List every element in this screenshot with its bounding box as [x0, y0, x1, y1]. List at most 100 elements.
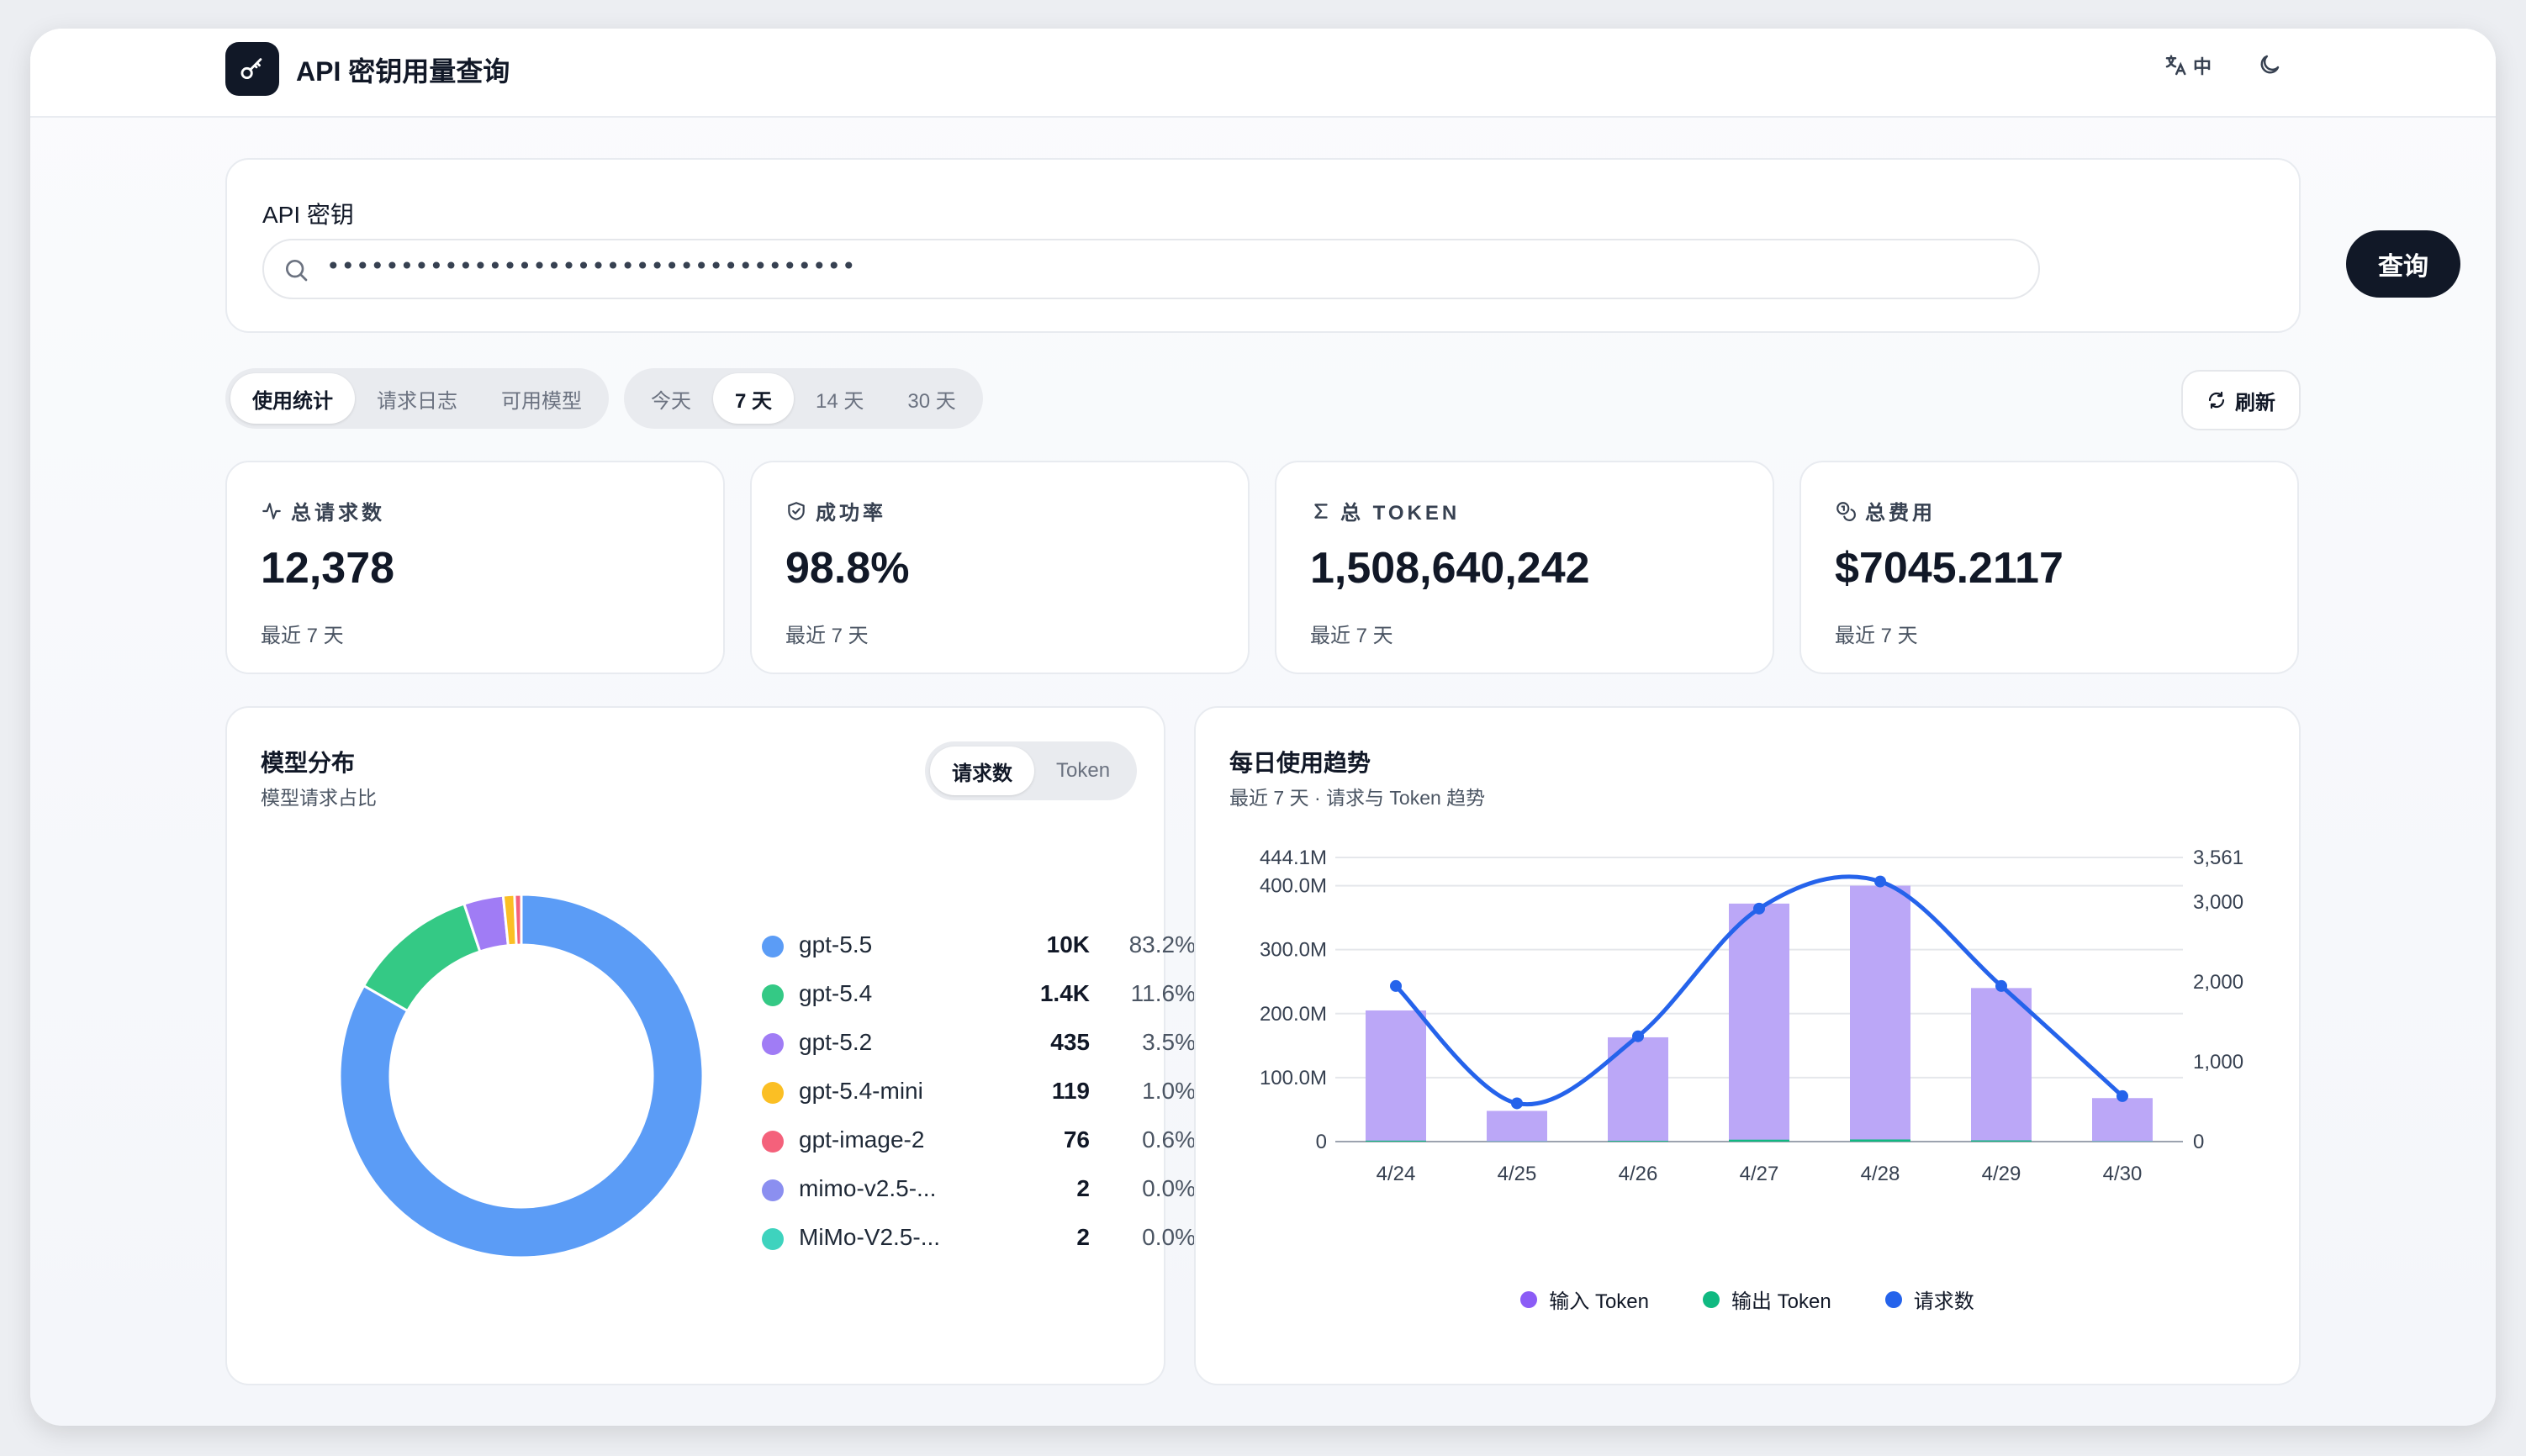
- range-today[interactable]: 今天: [651, 389, 691, 413]
- stat-value: 1,508,640,242: [1310, 544, 1590, 593]
- legend-dot: [1703, 1290, 1720, 1308]
- moon-icon: [2260, 55, 2280, 74]
- stat-subtitle: 最近 7 天: [1310, 625, 1393, 647]
- bar-output-token[interactable]: [1729, 1139, 1789, 1142]
- stat-label: 总费用: [1865, 502, 1936, 525]
- range-7-days[interactable]: 7 天: [713, 373, 795, 424]
- stat-value: 12,378: [261, 544, 395, 593]
- legend-row[interactable]: gpt-5.4 1.4K 11.6%: [762, 977, 1196, 1010]
- model-percent: 0.0%: [1142, 1175, 1196, 1201]
- model-name: gpt-5.4: [799, 980, 873, 1006]
- query-button[interactable]: 查询: [2346, 230, 2460, 298]
- legend-dot: [762, 1179, 784, 1201]
- panel-title: 模型分布: [261, 750, 356, 776]
- legend-row[interactable]: mimo-v2.5-... 2 0.0%: [762, 1172, 1196, 1205]
- stat-label: 成功率: [816, 502, 886, 525]
- bar-input-token[interactable]: [1850, 885, 1910, 1142]
- y-right-tick: 3,000: [2193, 891, 2243, 914]
- activity-icon: [262, 502, 281, 520]
- model-count: 2: [1076, 1175, 1090, 1201]
- toggle-requests[interactable]: 请求数: [930, 746, 1034, 795]
- range-14-days[interactable]: 14 天: [816, 389, 864, 413]
- y-left-tick: 400.0M: [1260, 875, 1327, 898]
- x-tick-label: 4/25: [1498, 1163, 1537, 1185]
- language-switch[interactable]: 中: [2163, 52, 2212, 79]
- legend-item-input-token[interactable]: 输入 Token: [1520, 1285, 1649, 1314]
- donut-slice-1[interactable]: [362, 902, 482, 1013]
- search-icon: [286, 260, 308, 282]
- x-tick-label: 4/28: [1861, 1163, 1900, 1185]
- bar-input-token[interactable]: [1487, 1110, 1547, 1142]
- stat-label: 总 TOKEN: [1340, 502, 1461, 525]
- legend-dot: [762, 1228, 784, 1250]
- range-tabs: 今天 7 天 14 天 30 天: [624, 368, 983, 429]
- tab-usage-stats[interactable]: 使用统计: [230, 373, 355, 424]
- legend-item-output-token[interactable]: 输出 Token: [1703, 1285, 1831, 1314]
- bar-output-token[interactable]: [1971, 1140, 2032, 1142]
- trend-legend: 输入 Token 输出 Token 请求数: [1196, 1285, 2299, 1314]
- model-name: gpt-image-2: [799, 1126, 925, 1153]
- refresh-label: 刷新: [2235, 391, 2275, 414]
- model-donut-chart: [338, 893, 705, 1259]
- metric-toggle: 请求数 Token: [925, 741, 1138, 800]
- legend-row[interactable]: gpt-5.4-mini 119 1.0%: [762, 1074, 1196, 1108]
- shield-check-icon: [788, 501, 805, 520]
- donut-slice-0[interactable]: [338, 893, 705, 1259]
- x-tick-label: 4/26: [1619, 1163, 1658, 1185]
- legend-dot: [1884, 1290, 1902, 1308]
- model-percent: 1.0%: [1142, 1078, 1196, 1104]
- stat-card-total-tokens: 总 TOKEN 1,508,640,242 最近 7 天: [1275, 461, 1774, 674]
- range-30-days[interactable]: 30 天: [907, 389, 956, 413]
- donut-slice-4[interactable]: [513, 893, 523, 947]
- bar-input-token[interactable]: [2092, 1098, 2153, 1142]
- legend-dot: [762, 1131, 784, 1153]
- coins-icon: [1836, 501, 1856, 521]
- api-key-input[interactable]: ••••••••••••••••••••••••••••••••••••: [262, 239, 2040, 299]
- line-point[interactable]: [1511, 1097, 1523, 1110]
- model-count: 119: [1051, 1078, 1090, 1104]
- line-point[interactable]: [1632, 1030, 1644, 1042]
- line-point[interactable]: [1995, 979, 2007, 992]
- tab-request-log[interactable]: 请求日志: [377, 389, 457, 413]
- y-left-tick: 444.1M: [1260, 847, 1327, 869]
- y-right-tick: 2,000: [2193, 971, 2243, 994]
- legend-dot: [1520, 1290, 1538, 1308]
- panel-title: 每日使用趋势: [1229, 750, 1371, 776]
- model-count: 435: [1050, 1029, 1090, 1055]
- y-left-tick: 100.0M: [1260, 1067, 1327, 1089]
- legend-row[interactable]: gpt-image-2 76 0.6%: [762, 1123, 1196, 1157]
- bar-input-token[interactable]: [1729, 903, 1789, 1142]
- legend-item-requests[interactable]: 请求数: [1884, 1285, 1974, 1314]
- bar-output-token[interactable]: [1608, 1141, 1668, 1142]
- line-point[interactable]: [1753, 902, 1765, 915]
- line-point[interactable]: [2116, 1089, 2128, 1102]
- y-left-tick: 200.0M: [1260, 1003, 1327, 1026]
- stat-value: $7045.2117: [1835, 544, 2064, 593]
- bar-output-token[interactable]: [1366, 1140, 1426, 1142]
- top-bar: API 密钥用量查询 中: [30, 29, 2496, 118]
- legend-dot: [762, 1082, 784, 1104]
- x-tick-label: 4/30: [2103, 1163, 2143, 1185]
- x-tick-label: 4/24: [1377, 1163, 1416, 1185]
- line-point[interactable]: [1390, 979, 1402, 992]
- bar-input-token[interactable]: [1366, 1010, 1426, 1142]
- x-tick-label: 4/29: [1982, 1163, 2021, 1185]
- tab-available-models[interactable]: 可用模型: [501, 389, 582, 413]
- y-right-tick: 0: [2193, 1131, 2204, 1153]
- view-tabs: 使用统计 请求日志 可用模型: [225, 368, 609, 429]
- line-point[interactable]: [1874, 875, 1886, 888]
- refresh-button[interactable]: 刷新: [2181, 370, 2301, 430]
- bar-input-token[interactable]: [1971, 988, 2032, 1142]
- model-count: 1.4K: [1039, 980, 1090, 1006]
- model-name: mimo-v2.5-...: [799, 1175, 937, 1201]
- legend-row[interactable]: gpt-5.2 435 3.5%: [762, 1026, 1196, 1059]
- legend-row[interactable]: MiMo-V2.5-... 2 0.0%: [762, 1221, 1196, 1254]
- model-name: gpt-5.4-mini: [799, 1078, 923, 1104]
- bar-output-token[interactable]: [1850, 1139, 1910, 1142]
- theme-toggle[interactable]: [2257, 52, 2282, 82]
- model-distribution-panel: 模型分布 模型请求占比 请求数 Token gpt-5.5 10K 83.2% gpt…: [225, 706, 1196, 1385]
- toggle-token[interactable]: Token: [1056, 759, 1111, 782]
- model-count: 2: [1076, 1224, 1090, 1250]
- legend-row[interactable]: gpt-5.5 10K 83.2%: [762, 928, 1196, 962]
- model-name: gpt-5.2: [799, 1029, 873, 1055]
